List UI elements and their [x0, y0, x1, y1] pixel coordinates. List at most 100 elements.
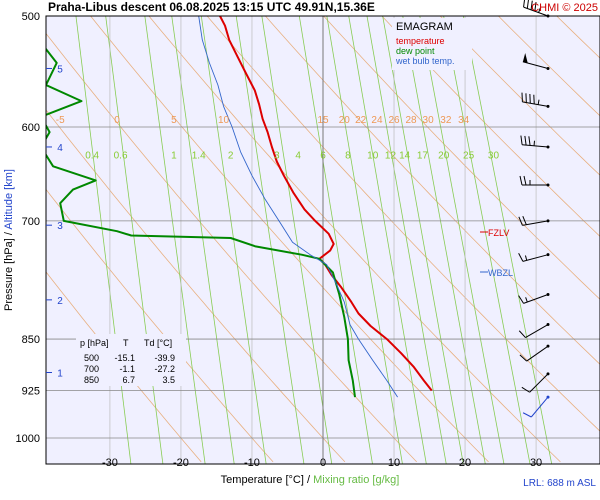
plot-frame — [45, 15, 600, 465]
temperature-tick-label: 20 — [459, 457, 471, 469]
info-r1-p: 700 — [84, 364, 99, 374]
series-temperature — [219, 16, 433, 392]
mixing-ratio-line — [75, 16, 132, 464]
wind-barb-full — [518, 253, 524, 262]
mixing-ratio-label: 6 — [320, 151, 326, 162]
mixing-ratio-line — [144, 16, 206, 464]
wind-barb-half — [537, 99, 540, 105]
pressure-tick-label: 600 — [22, 122, 40, 134]
pressure-tick-label: 925 — [22, 386, 40, 398]
wind-barb-staff — [522, 61, 549, 69]
wind-barb-full — [519, 354, 528, 362]
isotherm-label: 10 — [218, 115, 230, 126]
info-r2-p: 850 — [84, 375, 99, 385]
chart-title: Praha-Libus descent 06.08.2025 13:15 UTC… — [48, 0, 375, 14]
temperature-tick-label: -30 — [102, 457, 118, 469]
isotherm-label: 28 — [406, 115, 418, 126]
temperature-tick-label: 10 — [388, 457, 400, 469]
info-r1-td: -27.2 — [154, 364, 175, 374]
dry-adiabat — [439, 16, 600, 176]
wind-barb — [521, 372, 550, 393]
wind-barb-full — [521, 386, 530, 393]
wind-barb-station — [546, 323, 550, 327]
dry-adiabat — [148, 16, 561, 463]
isotherm-label: 0 — [114, 115, 120, 126]
altitude-tick-label: 2 — [57, 296, 63, 307]
wind-barb-full — [522, 412, 532, 418]
temperature-tick-label: 30 — [530, 457, 542, 469]
wind-barb — [518, 253, 550, 262]
wind-barb-full — [524, 135, 527, 146]
wind-barb-staff — [525, 324, 549, 338]
dry-adiabat — [46, 271, 202, 463]
mixing-ratio-line — [443, 16, 531, 464]
pressure-tick-label: 500 — [22, 11, 40, 23]
y-axis-title-altitude: Altitude [km] — [3, 169, 15, 230]
series-wet-bulb-temp — [198, 16, 398, 398]
isotherm-label: 22 — [355, 115, 367, 126]
mixing-ratio-line — [382, 16, 464, 464]
wind-barb-full — [518, 330, 526, 338]
mixing-ratio-label: 2 — [228, 151, 234, 162]
pressure-tick-label: 700 — [22, 216, 40, 228]
series-dew-point — [46, 47, 356, 398]
mixing-ratio-line — [402, 16, 486, 464]
wind-barb-station — [546, 104, 550, 108]
mixing-ratio-label: 1 — [171, 151, 177, 162]
wind-barb-full — [523, 0, 526, 8]
dry-adiabat — [381, 16, 600, 238]
altitude-tick-label: 1 — [57, 369, 63, 380]
wind-barb-pennant — [522, 53, 528, 64]
mixing-ratio-label: 30 — [488, 151, 500, 162]
copyright: CHMI © 2025 — [531, 2, 598, 14]
info-table-box — [76, 334, 186, 386]
altitude-tick-label: 5 — [57, 64, 63, 75]
dry-adiabat — [46, 32, 417, 463]
wind-barb-station — [546, 292, 550, 296]
info-r2-t: 6.7 — [122, 375, 135, 385]
isotherm-label: 26 — [388, 115, 400, 126]
info-r2-td: 3.5 — [162, 375, 175, 385]
info-header-t: T — [123, 338, 129, 348]
wind-barb-full — [520, 135, 523, 145]
isotherm-label: -5 — [56, 115, 65, 126]
wind-barb-staff — [522, 101, 549, 107]
dry-adiabat — [46, 188, 274, 463]
wind-barb-station — [546, 344, 550, 348]
isotherm-label: 32 — [440, 115, 452, 126]
y-axis-title-sep-char: / — [3, 231, 15, 235]
fzlv-label: FZLV — [488, 228, 509, 238]
dry-adiabat — [323, 16, 600, 300]
pressure-tick-label: 1000 — [16, 433, 40, 445]
isotherm-label: 20 — [339, 115, 351, 126]
wind-barb-full — [522, 215, 527, 225]
mixing-ratio-label: 0.4 — [85, 151, 99, 162]
wind-barb — [522, 395, 550, 418]
mixing-ratio-line — [105, 16, 164, 464]
mixing-ratio-label: 4 — [295, 151, 301, 162]
legend-temperature: temperature — [396, 36, 445, 46]
wbzl-label: WBZL — [488, 268, 513, 278]
axis-labels-layer: -5 0 5 10 15 20 22 24 26 28 30 32 340.4 0.6 1 1.4 2 3 4 6 8 1… — [16, 11, 543, 469]
mixing-ratio-line — [298, 16, 373, 464]
wind-barb-station — [546, 372, 550, 376]
wind-barb-station — [546, 145, 550, 149]
wind-barb-station — [546, 395, 550, 399]
mixing-ratio-label: 10 — [367, 151, 379, 162]
wind-barb-full — [518, 216, 523, 226]
mixing-ratio-line — [419, 16, 505, 464]
wind-barb-full — [526, 0, 529, 9]
mixing-ratio-label: 1.4 — [192, 151, 206, 162]
x-axis-title-mixing: Mixing ratio [g/kg] — [313, 474, 399, 486]
temperature-tick-label: 0 — [320, 457, 326, 469]
wind-barb-station — [546, 66, 550, 70]
info-r0-td: -39.9 — [154, 353, 175, 363]
wind-barb — [519, 175, 550, 187]
dry-adiabat — [264, 16, 600, 365]
wind-barb-staff — [530, 396, 549, 418]
mixing-ratio-line — [462, 16, 553, 464]
isotherm-label: 15 — [317, 115, 329, 126]
legend-wet-bulb: wet bulb temp. — [395, 56, 455, 66]
info-header-p: p [hPa] — [80, 338, 109, 348]
